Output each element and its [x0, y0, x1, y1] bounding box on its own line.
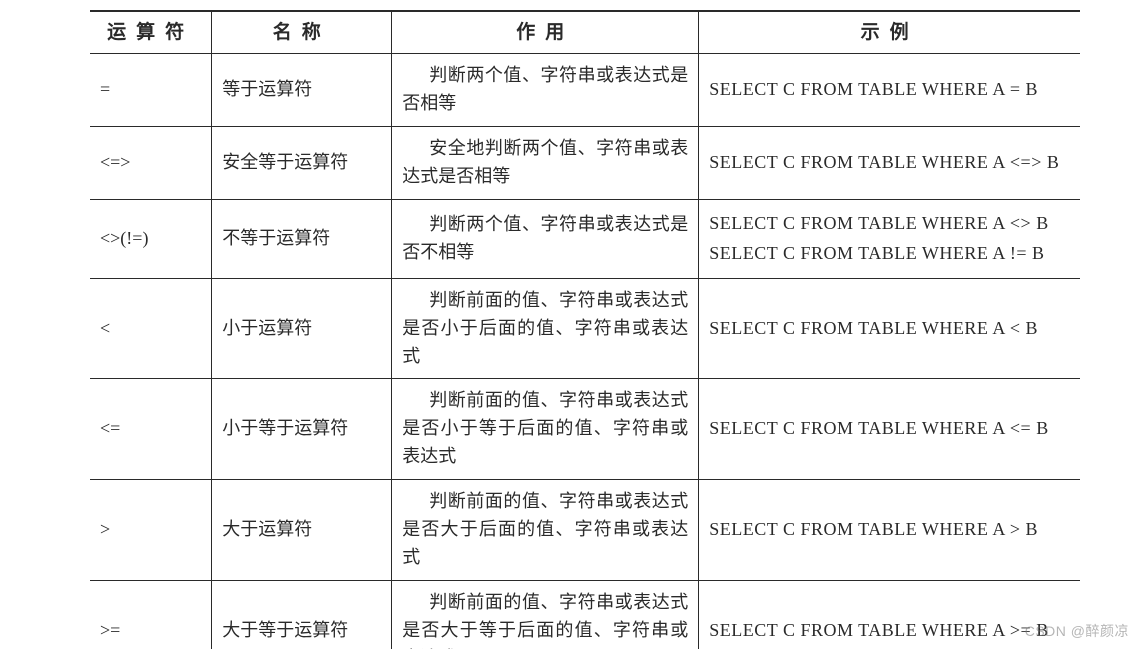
example-text: SELECT C FROM TABLE WHERE A <=> B [709, 149, 1070, 177]
header-operator: 运算符 [90, 11, 212, 54]
cell-example: SELECT C FROM TABLE WHERE A <> BSELECT C… [699, 200, 1080, 279]
cell-example: SELECT C FROM TABLE WHERE A > B [699, 480, 1080, 581]
header-row: 运算符 名称 作用 示例 [90, 11, 1080, 54]
cell-function: 判断两个值、字符串或表达式是否相等 [392, 54, 699, 127]
example-text: SELECT C FROM TABLE WHERE A > B [709, 516, 1070, 544]
cell-operator: <= [90, 379, 212, 480]
table-row: <=小于等于运算符判断前面的值、字符串或表达式是否小于等于后面的值、字符串或表达… [90, 379, 1080, 480]
cell-function: 判断前面的值、字符串或表达式是否小于后面的值、字符串或表达式 [392, 278, 699, 379]
cell-example: SELECT C FROM TABLE WHERE A < B [699, 278, 1080, 379]
cell-name: 等于运算符 [212, 54, 392, 127]
example-text: SELECT C FROM TABLE WHERE A >= B [709, 617, 1070, 645]
cell-operator: <>(!=) [90, 200, 212, 279]
cell-function: 判断前面的值、字符串或表达式是否大于等于后面的值、字符串或表达式 [392, 580, 699, 649]
table-header: 运算符 名称 作用 示例 [90, 11, 1080, 54]
cell-name: 大于等于运算符 [212, 580, 392, 649]
table-row: =等于运算符判断两个值、字符串或表达式是否相等 SELECT C FROM TAB… [90, 54, 1080, 127]
header-function: 作用 [392, 11, 699, 54]
table-row: <=>安全等于运算符安全地判断两个值、字符串或表达式是否相等 SELECT C F… [90, 127, 1080, 200]
cell-example: SELECT C FROM TABLE WHERE A <= B [699, 379, 1080, 480]
cell-example: SELECT C FROM TABLE WHERE A = B [699, 54, 1080, 127]
cell-operator: <=> [90, 127, 212, 200]
cell-operator: >= [90, 580, 212, 649]
example-text: SELECT C FROM TABLE WHERE A != B [709, 240, 1070, 268]
header-name: 名称 [212, 11, 392, 54]
cell-function: 判断两个值、字符串或表达式是否不相等 [392, 200, 699, 279]
cell-name: 大于运算符 [212, 480, 392, 581]
cell-name: 不等于运算符 [212, 200, 392, 279]
table-body: =等于运算符判断两个值、字符串或表达式是否相等SELECT C FROM TAB… [90, 54, 1080, 649]
cell-function: 安全地判断两个值、字符串或表达式是否相等 [392, 127, 699, 200]
table-row: >=大于等于运算符判断前面的值、字符串或表达式是否大于等于后面的值、字符串或表达… [90, 580, 1080, 649]
table-row: <>(!=)不等于运算符判断两个值、字符串或表达式是否不相等SELECT C F… [90, 200, 1080, 279]
table-row: >大于运算符判断前面的值、字符串或表达式是否大于后面的值、字符串或表达式 SELE… [90, 480, 1080, 581]
watermark: CSDN @醉颜凉 [1025, 621, 1129, 641]
cell-function: 判断前面的值、字符串或表达式是否大于后面的值、字符串或表达式 [392, 480, 699, 581]
example-text: SELECT C FROM TABLE WHERE A = B [709, 76, 1070, 104]
header-example: 示例 [699, 11, 1080, 54]
example-text: SELECT C FROM TABLE WHERE A < B [709, 315, 1070, 343]
cell-example: SELECT C FROM TABLE WHERE A >= B [699, 580, 1080, 649]
cell-operator: < [90, 278, 212, 379]
cell-name: 小于运算符 [212, 278, 392, 379]
cell-function: 判断前面的值、字符串或表达式是否小于等于后面的值、字符串或表达式 [392, 379, 699, 480]
cell-operator: = [90, 54, 212, 127]
page: 运算符 名称 作用 示例 =等于运算符判断两个值、字符串或表达式是否相等SELE… [0, 0, 1141, 649]
cell-name: 安全等于运算符 [212, 127, 392, 200]
example-text: SELECT C FROM TABLE WHERE A <= B [709, 415, 1070, 443]
cell-name: 小于等于运算符 [212, 379, 392, 480]
cell-example: SELECT C FROM TABLE WHERE A <=> B [699, 127, 1080, 200]
table-row: <小于运算符判断前面的值、字符串或表达式是否小于后面的值、字符串或表达式 SELE… [90, 278, 1080, 379]
cell-operator: > [90, 480, 212, 581]
example-text: SELECT C FROM TABLE WHERE A <> B [709, 210, 1070, 238]
operators-table: 运算符 名称 作用 示例 =等于运算符判断两个值、字符串或表达式是否相等SELE… [90, 10, 1080, 649]
